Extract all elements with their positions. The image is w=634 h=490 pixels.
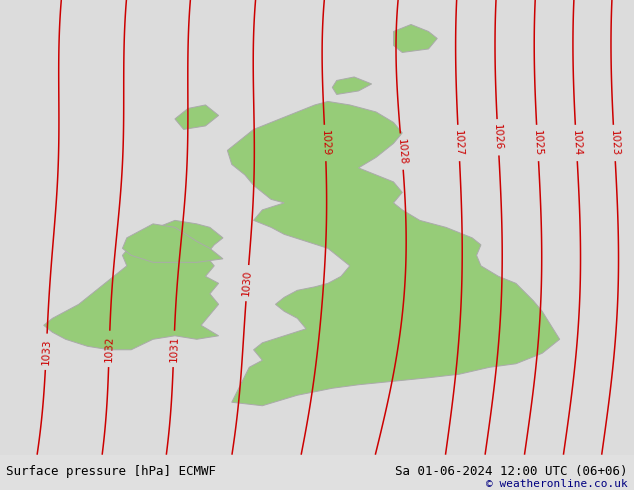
Text: Sa 01-06-2024 12:00 UTC (06+06): Sa 01-06-2024 12:00 UTC (06+06) bbox=[395, 465, 628, 478]
Text: 1024: 1024 bbox=[571, 129, 582, 156]
Text: © weatheronline.co.uk: © weatheronline.co.uk bbox=[486, 479, 628, 489]
Polygon shape bbox=[228, 101, 560, 406]
Text: 1025: 1025 bbox=[532, 129, 543, 156]
Polygon shape bbox=[175, 105, 219, 129]
Polygon shape bbox=[332, 77, 372, 95]
Text: 1029: 1029 bbox=[320, 130, 331, 156]
Text: 1033: 1033 bbox=[41, 339, 52, 365]
Text: 1031: 1031 bbox=[168, 336, 179, 362]
Text: 1023: 1023 bbox=[609, 129, 620, 156]
Polygon shape bbox=[44, 220, 223, 350]
Text: 1027: 1027 bbox=[453, 129, 464, 156]
Text: 1028: 1028 bbox=[396, 138, 408, 165]
Text: Surface pressure [hPa] ECMWF: Surface pressure [hPa] ECMWF bbox=[6, 465, 216, 478]
Text: 1026: 1026 bbox=[492, 124, 503, 151]
Polygon shape bbox=[122, 224, 223, 262]
Polygon shape bbox=[394, 24, 437, 52]
Text: 1032: 1032 bbox=[104, 336, 115, 362]
Text: 1030: 1030 bbox=[242, 270, 253, 296]
